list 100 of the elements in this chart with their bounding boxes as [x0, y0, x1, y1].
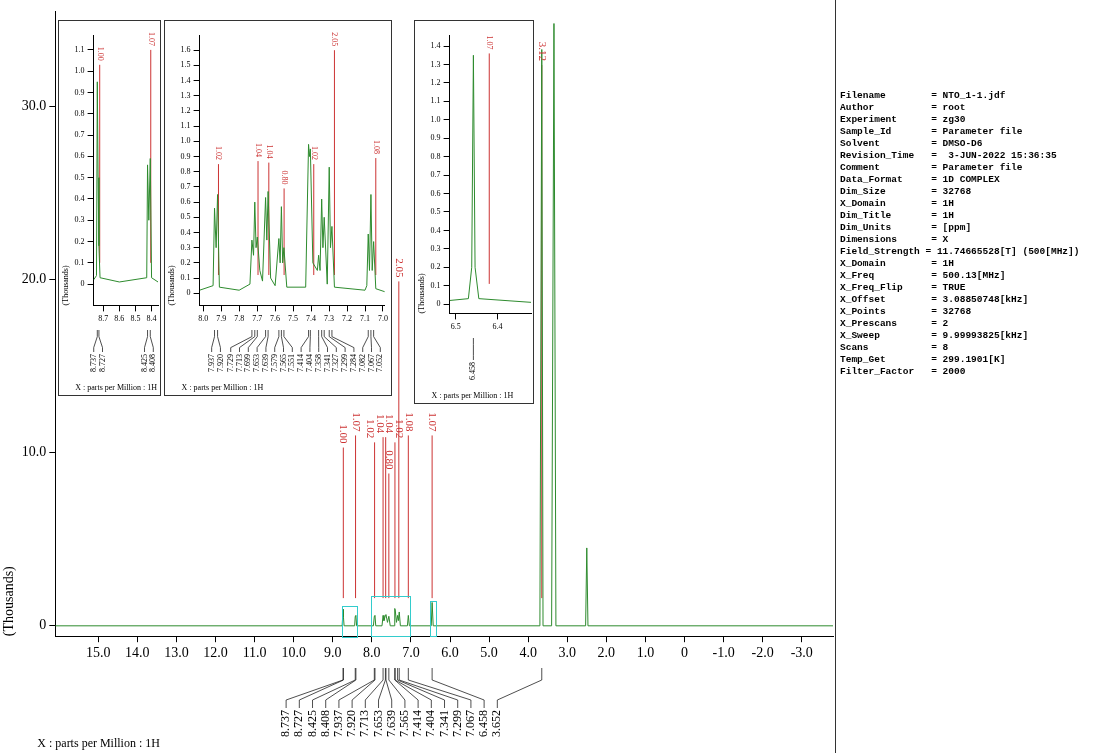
text: Temp_Get = 299.1901[K]: [840, 354, 1007, 366]
text: Solvent = DMSO-D6: [840, 138, 984, 150]
x-tick-label: 11.0: [242, 645, 267, 661]
x-tick-label: -2.0: [751, 645, 774, 661]
y-tick-label: 0.1: [74, 257, 85, 267]
x-tick-label: 7.9: [216, 314, 227, 324]
text: X_Offset = 3.08850748[kHz]: [840, 294, 1030, 306]
text: Comment = Parameter file: [840, 162, 1024, 174]
text: 1.02: [214, 146, 224, 161]
annotation: 7.551: [287, 354, 297, 372]
y-tick-label: 1.3: [430, 59, 441, 69]
text: X_Domain = 1H: [840, 258, 956, 270]
text: 0.80: [383, 450, 396, 471]
text: 1.08: [371, 140, 381, 155]
y-tick-label: 1.1: [180, 121, 191, 131]
x-tick-label: 7.5: [288, 314, 299, 324]
text: X_Points = 32768: [840, 306, 973, 318]
y-axis-title: (Thousands): [60, 265, 70, 306]
x-tick-label: 12.0: [203, 645, 228, 661]
y-tick-label: 1.3: [180, 90, 191, 100]
annotation: 7.639: [261, 354, 271, 372]
y-tick-label: 0.5: [430, 207, 441, 217]
text: 1.04: [264, 144, 274, 159]
y-tick-label: 0.3: [74, 215, 85, 225]
text: 7.653: [370, 710, 385, 737]
annotation: 7.299: [340, 354, 350, 372]
x-tick-label: 8.6: [114, 314, 125, 324]
y-tick-label: 0.5: [74, 172, 85, 182]
annotation: 7.699: [243, 354, 253, 372]
annotation: 8.737: [88, 354, 98, 372]
x-tick-label: -1.0: [712, 645, 735, 661]
x-tick-label: 7.4: [306, 314, 317, 324]
text: Experiment = zg30: [840, 114, 967, 126]
text: 7.937: [331, 710, 346, 737]
text: Dimensions = X: [840, 234, 950, 246]
text: 8.425: [304, 710, 319, 737]
text: 7.414: [410, 710, 425, 737]
annotation: 7.920: [215, 354, 225, 372]
y-tick-label: 0.1: [180, 273, 191, 283]
y-tick-label: 1.1: [430, 96, 441, 106]
text: Revision_Time = 3-JUN-2022 15:36:35: [840, 150, 1058, 162]
annotation: 7.052: [375, 354, 385, 372]
text: Author = root: [840, 102, 967, 114]
text: 1.04: [374, 413, 387, 434]
text: 2.05: [330, 32, 340, 47]
y-tick-label: 1.0: [180, 136, 191, 146]
y-tick-label: 0.1: [430, 280, 441, 290]
annotation: 7.713: [234, 354, 244, 372]
text: 7.404: [423, 710, 438, 737]
text: 1.02: [394, 419, 407, 439]
text: X_Prescans = 2: [840, 318, 950, 330]
text: 7.639: [383, 710, 398, 737]
text: 1.07: [146, 31, 156, 46]
y-tick-label: 1.0: [430, 114, 441, 124]
y-tick-label: 0.6: [430, 188, 441, 198]
text: 7.565: [397, 710, 412, 737]
y-tick-label: 0.4: [74, 194, 85, 204]
x-axis-title: X : parts per Million : 1H: [37, 736, 161, 751]
text: X_Sweep = 9.99993825[kHz]: [840, 330, 1030, 342]
x-tick-label: 8.0: [363, 645, 381, 661]
x-tick-label: 5.0: [480, 645, 498, 661]
text: 1.07: [427, 412, 440, 432]
text: 7.067: [463, 710, 478, 737]
y-tick-label: 0.9: [430, 133, 441, 143]
y-tick-label: 0: [436, 299, 441, 309]
annotation: 7.358: [313, 354, 323, 372]
y-tick-label: 10.0: [21, 444, 47, 460]
y-tick-label: 0.4: [180, 227, 191, 237]
y-tick-label: 1.4: [430, 41, 441, 51]
text: Dim_Units = [ppm]: [840, 222, 973, 234]
x-tick-label: 7.7: [252, 314, 263, 324]
y-tick-label: 0.2: [74, 236, 85, 246]
text: Dim_Size = 32768: [840, 186, 973, 198]
x-tick-label: 7.2: [342, 314, 353, 324]
y-tick-label: 1.5: [180, 60, 191, 70]
x-tick-label: 14.0: [125, 645, 150, 661]
y-tick-label: 0.2: [180, 257, 191, 267]
y-tick-label: 0: [80, 279, 85, 289]
annotation: 7.341: [322, 354, 332, 372]
x-tick-label: 13.0: [164, 645, 189, 661]
text: 1.07: [485, 35, 495, 50]
annotation: 7.284: [349, 354, 359, 372]
y-tick-label: 1.1: [74, 45, 85, 54]
x-tick-label: 7.0: [377, 314, 388, 324]
y-tick-label: 0.9: [180, 151, 191, 161]
text: X_Freq = 500.13[MHz]: [840, 270, 1007, 282]
x-tick-label: 0: [680, 645, 688, 661]
annotation: 7.067: [366, 354, 376, 372]
x-tick-label: 7.1: [360, 314, 370, 324]
y-tick-label: 0.5: [180, 212, 191, 222]
y-tick-label: 1.2: [180, 106, 191, 116]
x-tick-label: 4.0: [519, 645, 537, 661]
y-tick-label: 1.4: [180, 75, 191, 85]
text: 1.07: [350, 412, 363, 432]
y-tick-label: 0.2: [430, 262, 441, 272]
x-tick-label: 7.6: [270, 314, 281, 324]
text: 3.12: [536, 41, 549, 62]
x-tick-label: 6.5: [450, 322, 461, 332]
x-axis-title: X : parts per Million : 1H: [431, 391, 514, 401]
text: 7.341: [436, 710, 451, 737]
